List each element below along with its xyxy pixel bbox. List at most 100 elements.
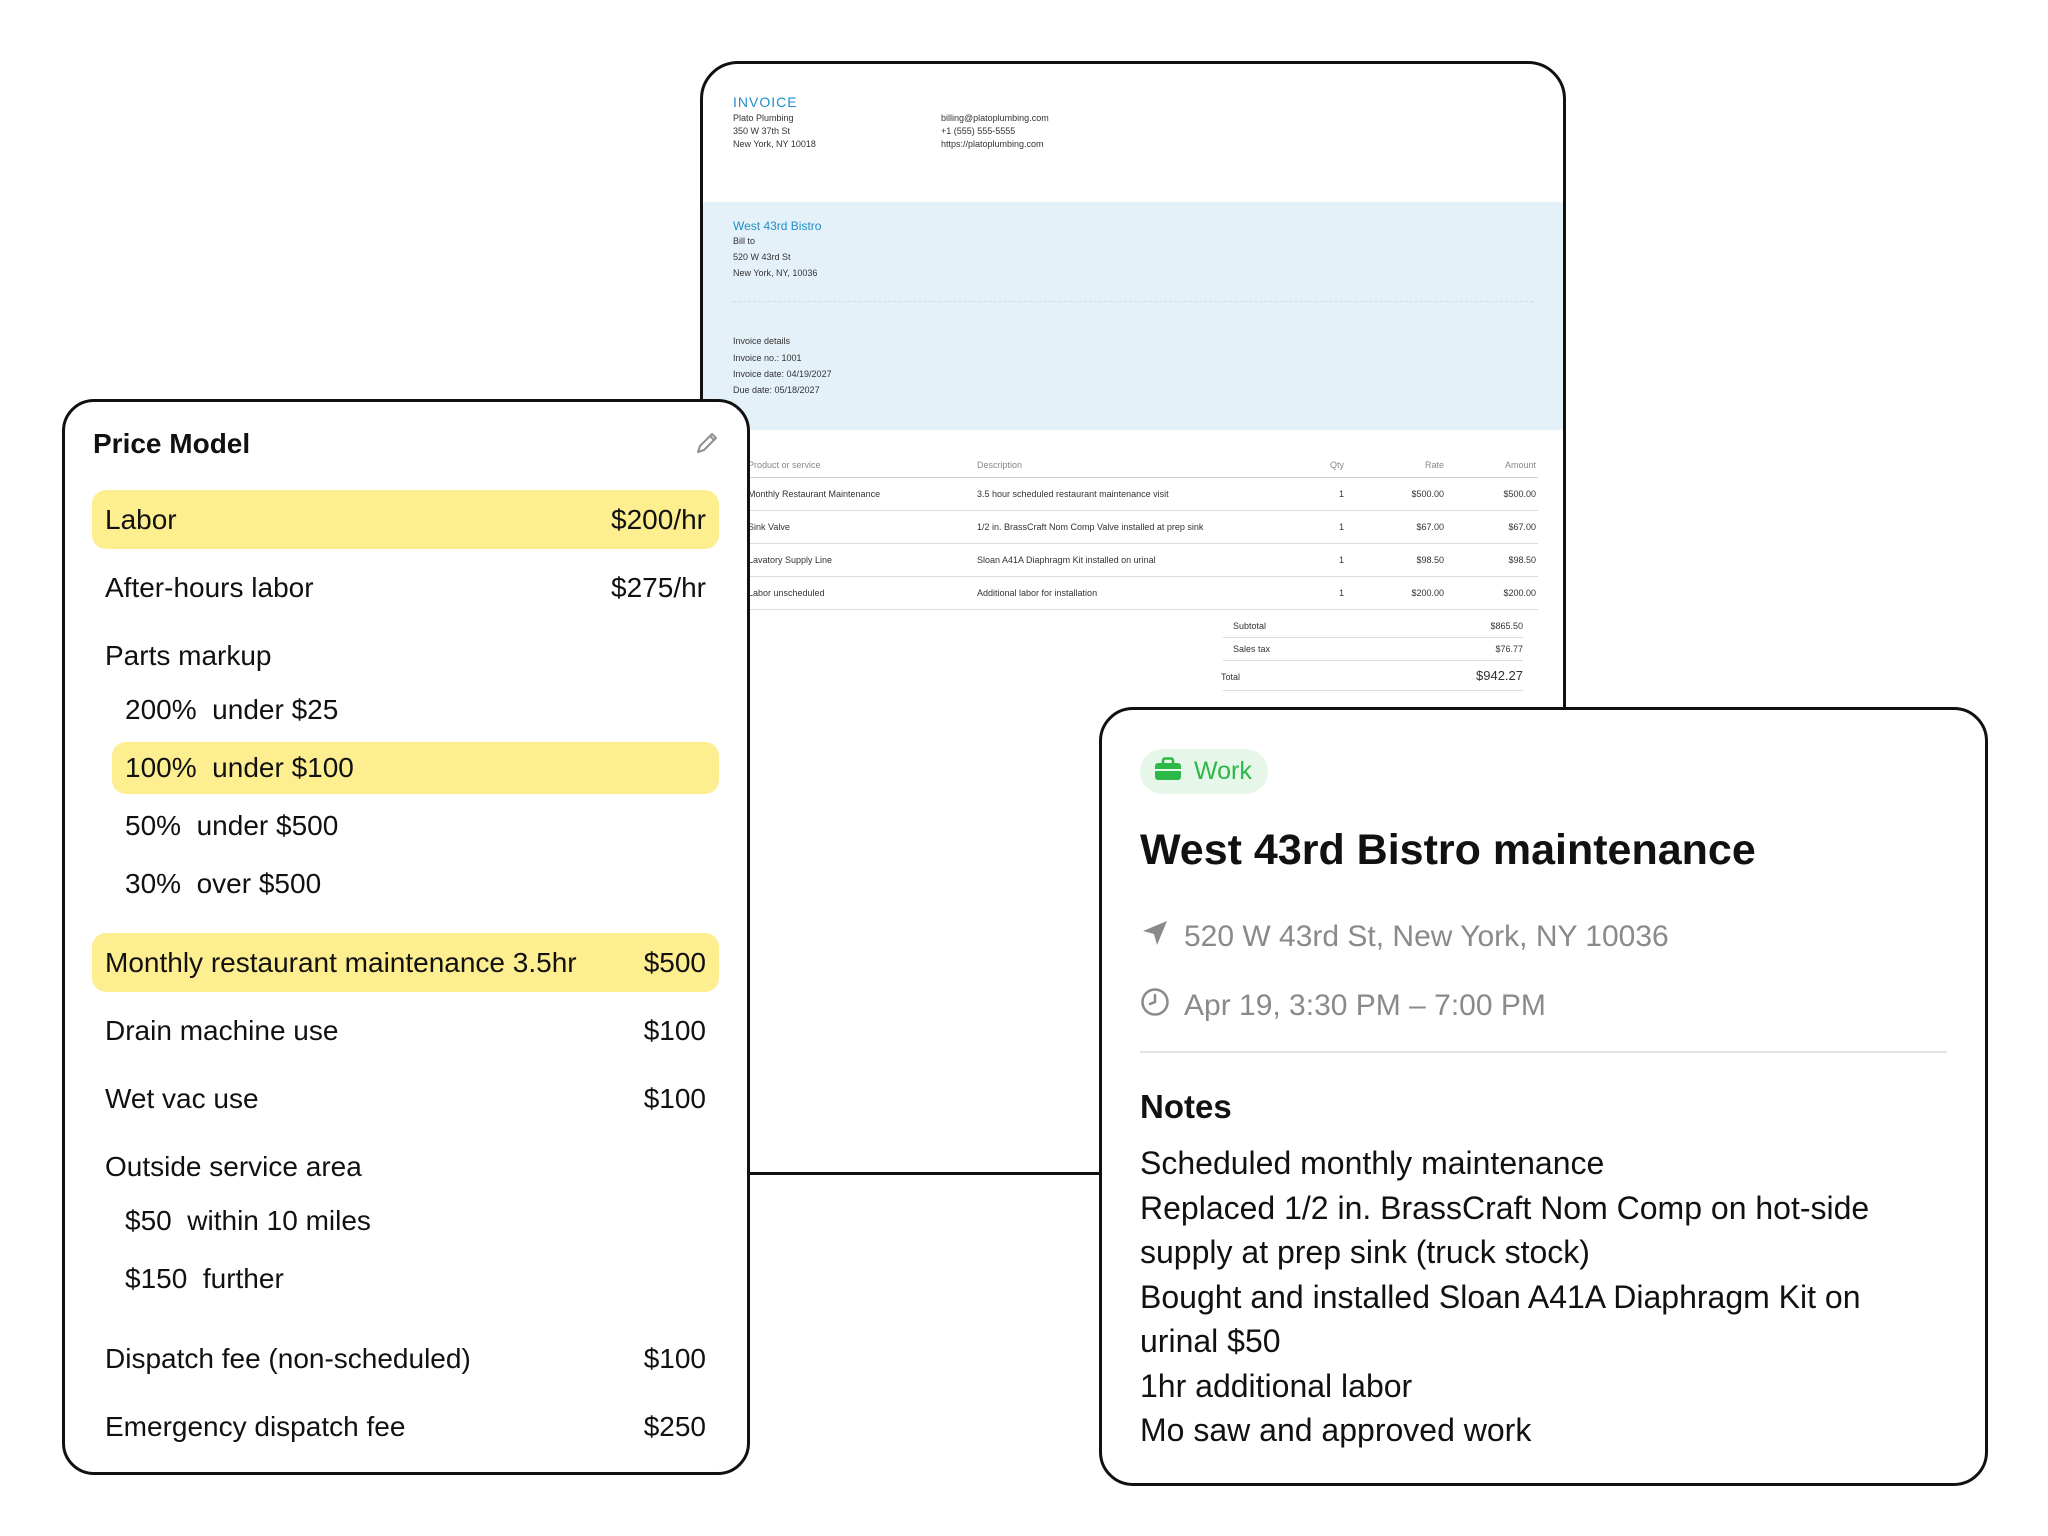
event-title: West 43rd Bistro maintenance xyxy=(1140,826,1756,874)
price-row-further[interactable]: $150 further xyxy=(112,1253,719,1305)
table-row: Lavatory Supply Line Sloan A41A Diaphrag… xyxy=(748,544,1538,577)
note-line: Scheduled monthly maintenance xyxy=(1140,1145,1605,1181)
price-row-parts-markup[interactable]: Parts markup xyxy=(92,626,719,685)
client-name: West 43rd Bistro xyxy=(733,219,822,233)
price-row-monthly-maintenance[interactable]: Monthly restaurant maintenance 3.5hr $50… xyxy=(92,933,719,992)
price-row-label: Parts markup xyxy=(105,639,272,671)
invoice-line-items: Product or service Description Qty Rate … xyxy=(748,453,1538,610)
note-line: Replaced 1/2 in. BrassCraft Nom Comp on … xyxy=(1140,1189,1870,1226)
row-product: Monthly Restaurant Maintenance xyxy=(748,489,881,499)
price-row-label: Monthly restaurant maintenance 3.5hr xyxy=(105,946,577,978)
column-qty: Qty xyxy=(1329,460,1344,470)
notes-body[interactable]: Scheduled monthly maintenance Replaced 1… xyxy=(1140,1141,1960,1453)
invoice-date: Invoice date: 04/19/2027 xyxy=(733,369,832,379)
price-row-markup-200[interactable]: 200% under $25 xyxy=(112,684,719,736)
price-row-label: After-hours labor xyxy=(105,571,314,603)
price-row-drain-machine[interactable]: Drain machine use $100 xyxy=(92,1001,719,1060)
row-qty: 1 xyxy=(1338,588,1344,598)
row-description: Sloan A41A Diaphragm Kit installed on ur… xyxy=(977,555,1156,565)
price-row-after-hours-labor[interactable]: After-hours labor $275/hr xyxy=(92,558,719,617)
event-detail-card: Work West 43rd Bistro maintenance 520 W … xyxy=(1099,707,1988,1486)
briefcase-icon xyxy=(1154,757,1182,786)
company-name: Plato Plumbing xyxy=(733,113,794,123)
bill-to-block: West 43rd Bistro Bill to 520 W 43rd St N… xyxy=(733,219,821,280)
event-divider xyxy=(1140,1051,1947,1053)
row-rate: $98.50 xyxy=(1416,555,1444,565)
invoice-client-band: West 43rd Bistro Bill to 520 W 43rd St N… xyxy=(703,202,1563,430)
price-row-label: 30% over $500 xyxy=(125,868,322,899)
price-model-card: Price Model Labor $200/hr After-hours la… xyxy=(62,399,750,1475)
table-row: Monthly Restaurant Maintenance 3.5 hour … xyxy=(748,478,1538,511)
column-product: Product or service xyxy=(748,460,821,470)
row-amount: $67.00 xyxy=(1508,522,1536,532)
calendar-tag-work[interactable]: Work xyxy=(1140,749,1268,794)
price-row-label: Emergency dispatch fee xyxy=(105,1410,406,1442)
row-qty: 1 xyxy=(1338,555,1344,565)
price-row-value: $200/hr xyxy=(611,503,706,535)
clock-icon xyxy=(1140,987,1170,1025)
company-contact: billing@platoplumbing.com +1 (555) 555-5… xyxy=(941,112,1049,151)
row-rate: $500.00 xyxy=(1411,489,1444,499)
price-row-outside-service-area[interactable]: Outside service area xyxy=(92,1137,719,1196)
price-row-emergency-dispatch[interactable]: Emergency dispatch fee $250 xyxy=(92,1397,719,1456)
price-row-dispatch-fee[interactable]: Dispatch fee (non-scheduled) $100 xyxy=(92,1329,719,1388)
event-time: Apr 19, 3:30 PM – 7:00 PM xyxy=(1140,987,1546,1025)
subtotal-label: Subtotal xyxy=(1233,621,1267,631)
company-city: New York, NY 10018 xyxy=(733,139,816,149)
sales-tax-value: $76.77 xyxy=(1495,644,1523,654)
row-rate: $67.00 xyxy=(1416,522,1444,532)
total-label: Total xyxy=(1221,672,1241,682)
row-amount: $98.50 xyxy=(1508,555,1536,565)
row-description: 3.5 hour scheduled restaurant maintenanc… xyxy=(977,489,1169,499)
client-street: 520 W 43rd St xyxy=(733,252,791,262)
note-line: supply at prep sink (truck stock) xyxy=(1140,1234,1590,1270)
notes-heading: Notes xyxy=(1140,1088,1232,1125)
price-row-label: Outside service area xyxy=(105,1150,362,1182)
table-row: Labor unscheduled Additional labor for i… xyxy=(748,577,1538,610)
total-value: $942.27 xyxy=(1476,668,1523,683)
client-city: New York, NY, 10036 xyxy=(733,268,818,278)
price-row-label: Drain machine use xyxy=(105,1014,339,1046)
company-email: billing@platoplumbing.com xyxy=(941,113,1049,123)
subtotal-value: $865.50 xyxy=(1490,621,1523,631)
pencil-icon[interactable] xyxy=(693,429,721,457)
price-row-label: 50% under $500 xyxy=(125,810,339,841)
price-row-value: $275/hr xyxy=(611,571,706,603)
event-location[interactable]: 520 W 43rd St, New York, NY 10036 xyxy=(1140,918,1669,956)
invoice-due-date: Due date: 05/18/2027 xyxy=(733,385,820,395)
price-row-labor[interactable]: Labor $200/hr xyxy=(92,490,719,549)
price-row-value: $250 xyxy=(643,1410,706,1442)
price-row-within-10-miles[interactable]: $50 within 10 miles xyxy=(112,1195,719,1247)
event-location-text: 520 W 43rd St, New York, NY 10036 xyxy=(1184,920,1669,953)
price-row-value: $500 xyxy=(643,946,706,978)
price-row-markup-100[interactable]: 100% under $100 xyxy=(112,742,719,794)
price-row-label: Labor xyxy=(105,503,177,535)
tax-divider xyxy=(1223,660,1523,661)
column-description: Description xyxy=(977,460,1023,470)
note-line: Mo saw and approved work xyxy=(1140,1412,1532,1448)
row-description: Additional labor for installation xyxy=(977,588,1098,598)
price-row-label: Wet vac use xyxy=(105,1082,259,1114)
note-line: 1hr additional labor xyxy=(1140,1367,1413,1404)
price-row-label: 100% under $100 xyxy=(125,752,354,783)
event-time-text: Apr 19, 3:30 PM – 7:00 PM xyxy=(1184,989,1546,1022)
price-row-label: $50 within 10 miles xyxy=(125,1205,371,1236)
row-product: Labor unscheduled xyxy=(748,588,825,598)
dashed-divider xyxy=(733,301,1533,302)
bill-to-label: Bill to xyxy=(733,236,756,246)
price-row-markup-30[interactable]: 30% over $500 xyxy=(112,858,719,910)
row-amount: $500.00 xyxy=(1503,489,1536,499)
note-line: Bought and installed Sloan A41A Diaphrag… xyxy=(1140,1278,1861,1315)
table-header: Product or service Description Qty Rate … xyxy=(748,453,1538,478)
company-street: 350 W 37th St xyxy=(733,126,791,136)
price-row-value: $100 xyxy=(643,1014,706,1046)
column-amount: Amount xyxy=(1504,460,1536,470)
row-product: Lavatory Supply Line xyxy=(748,555,833,565)
company-phone: +1 (555) 555-5555 xyxy=(941,126,1016,136)
subtotal-divider xyxy=(1223,637,1523,638)
row-qty: 1 xyxy=(1338,489,1344,499)
price-row-markup-50[interactable]: 50% under $500 xyxy=(112,800,719,852)
row-qty: 1 xyxy=(1338,522,1344,532)
price-row-wet-vac[interactable]: Wet vac use $100 xyxy=(92,1069,719,1128)
